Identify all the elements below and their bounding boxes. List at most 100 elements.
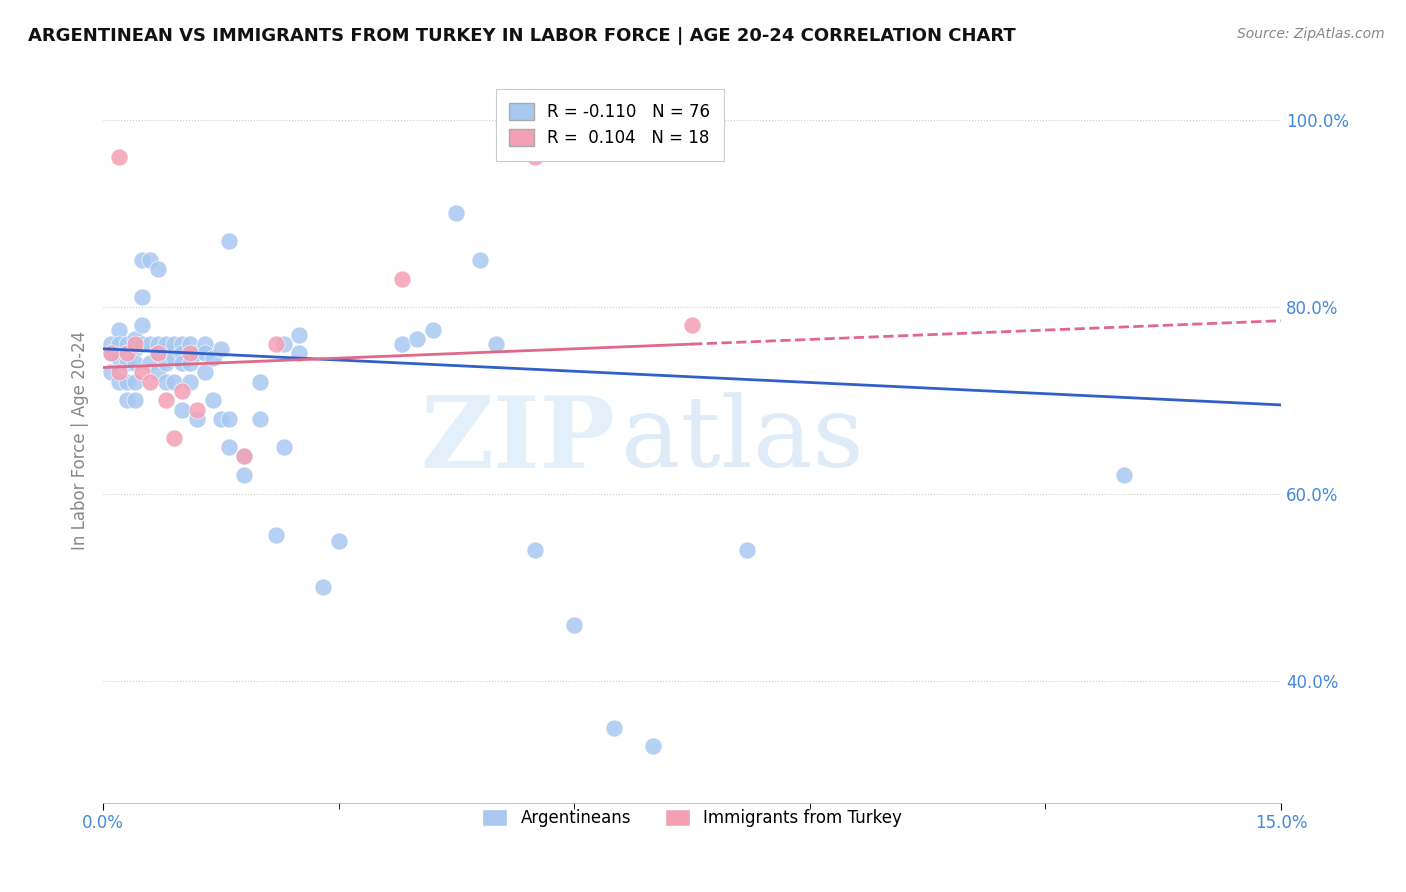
Point <box>170 337 193 351</box>
Legend: Argentineans, Immigrants from Turkey: Argentineans, Immigrants from Turkey <box>475 803 908 834</box>
Point <box>218 412 240 426</box>
Point <box>139 375 162 389</box>
Point <box>163 337 186 351</box>
Point <box>233 450 256 464</box>
Text: atlas: atlas <box>621 392 865 488</box>
Point <box>264 337 287 351</box>
Point <box>108 365 131 379</box>
Point <box>108 351 131 366</box>
Point <box>641 739 664 754</box>
Point <box>139 337 162 351</box>
Point <box>131 365 153 379</box>
Point <box>422 323 444 337</box>
Point <box>391 337 413 351</box>
Point <box>131 290 153 304</box>
Point <box>131 337 153 351</box>
Point <box>186 346 208 360</box>
Point <box>100 365 122 379</box>
Point <box>186 402 208 417</box>
Point <box>146 365 169 379</box>
Point <box>312 581 335 595</box>
Point <box>124 342 146 356</box>
Point <box>202 351 225 366</box>
Point <box>115 375 138 389</box>
Point <box>233 450 256 464</box>
Point <box>249 375 271 389</box>
Point <box>179 375 201 389</box>
Point <box>100 346 122 360</box>
Point <box>146 337 169 351</box>
Point <box>170 356 193 370</box>
Point <box>562 617 585 632</box>
Point <box>735 543 758 558</box>
Point <box>273 337 295 351</box>
Text: Source: ZipAtlas.com: Source: ZipAtlas.com <box>1237 27 1385 41</box>
Point <box>124 375 146 389</box>
Point <box>108 337 131 351</box>
Point <box>170 346 193 360</box>
Point <box>170 384 193 398</box>
Point <box>163 351 186 366</box>
Point <box>163 431 186 445</box>
Point <box>155 337 177 351</box>
Point <box>446 206 468 220</box>
Point <box>155 375 177 389</box>
Point <box>124 393 146 408</box>
Point <box>681 318 703 333</box>
Point <box>194 365 217 379</box>
Point <box>249 412 271 426</box>
Point <box>115 346 138 360</box>
Point <box>194 346 217 360</box>
Point <box>209 342 232 356</box>
Point <box>124 356 146 370</box>
Point <box>202 393 225 408</box>
Point <box>233 468 256 483</box>
Point <box>218 440 240 454</box>
Point <box>602 721 624 735</box>
Point <box>179 356 201 370</box>
Point <box>139 356 162 370</box>
Point <box>179 337 201 351</box>
Point <box>115 356 138 370</box>
Point <box>115 337 138 351</box>
Point <box>155 356 177 370</box>
Point <box>485 337 508 351</box>
Point <box>194 337 217 351</box>
Point <box>218 234 240 248</box>
Point <box>163 375 186 389</box>
Point <box>100 337 122 351</box>
Point <box>108 150 131 164</box>
Point <box>146 262 169 277</box>
Point <box>170 402 193 417</box>
Point <box>146 346 169 360</box>
Point <box>115 393 138 408</box>
Point <box>1112 468 1135 483</box>
Point <box>524 150 547 164</box>
Point <box>108 323 131 337</box>
Point <box>131 318 153 333</box>
Y-axis label: In Labor Force | Age 20-24: In Labor Force | Age 20-24 <box>72 330 89 549</box>
Point <box>264 528 287 542</box>
Point <box>468 252 491 267</box>
Point <box>524 543 547 558</box>
Point <box>288 346 311 360</box>
Point <box>288 327 311 342</box>
Point <box>273 440 295 454</box>
Point <box>146 346 169 360</box>
Point <box>124 333 146 347</box>
Point <box>209 412 232 426</box>
Point <box>186 412 208 426</box>
Point <box>108 375 131 389</box>
Point <box>115 346 138 360</box>
Point <box>139 252 162 267</box>
Point <box>391 271 413 285</box>
Text: ZIP: ZIP <box>420 392 616 489</box>
Point <box>179 346 201 360</box>
Point <box>328 533 350 548</box>
Point <box>124 337 146 351</box>
Point <box>406 333 429 347</box>
Text: ARGENTINEAN VS IMMIGRANTS FROM TURKEY IN LABOR FORCE | AGE 20-24 CORRELATION CHA: ARGENTINEAN VS IMMIGRANTS FROM TURKEY IN… <box>28 27 1017 45</box>
Point <box>131 252 153 267</box>
Point <box>100 346 122 360</box>
Point <box>155 393 177 408</box>
